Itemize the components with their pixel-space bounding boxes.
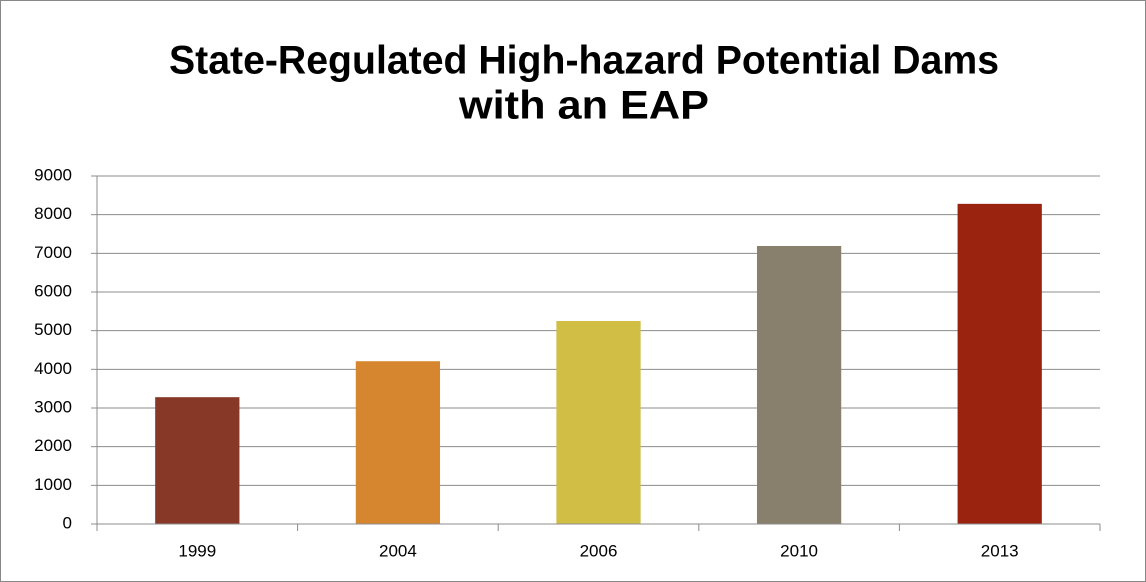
y-tick-label: 0 <box>63 513 72 532</box>
x-tick-label: 1999 <box>178 541 216 560</box>
y-tick-label: 2000 <box>34 436 72 455</box>
bar <box>957 203 1042 524</box>
y-tick-label: 8000 <box>34 204 72 223</box>
bar <box>355 361 441 524</box>
y-tick-label: 1000 <box>34 475 72 494</box>
y-tick-label: 6000 <box>34 281 72 300</box>
y-tick-label: 3000 <box>34 397 72 416</box>
y-tick-label: 5000 <box>34 320 72 339</box>
x-tick-label: 2006 <box>580 541 618 560</box>
bar <box>155 397 240 524</box>
chart-title: with an EAP <box>458 84 709 128</box>
x-tick-label: 2013 <box>981 541 1019 560</box>
bar <box>556 321 641 524</box>
x-tick-label: 2004 <box>379 541 417 560</box>
x-tick-label: 2010 <box>780 541 818 560</box>
bar <box>756 245 842 524</box>
chart-title: State-Regulated High-hazard Potential Da… <box>169 39 999 83</box>
y-tick-label: 7000 <box>34 243 72 262</box>
y-tick-label: 4000 <box>34 359 72 378</box>
y-tick-label: 9000 <box>34 165 72 184</box>
